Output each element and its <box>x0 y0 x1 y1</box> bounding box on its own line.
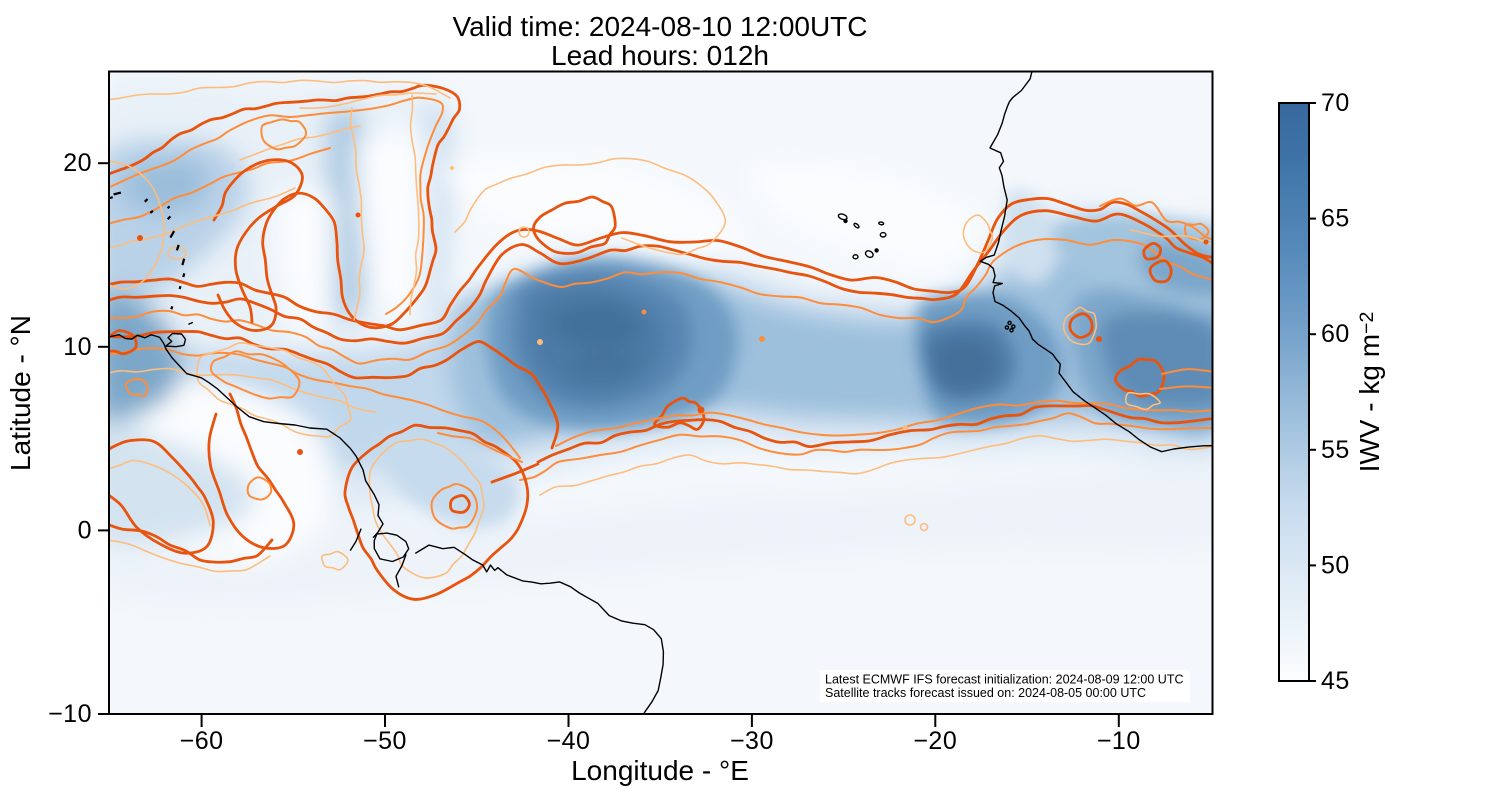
svg-text:−50: −50 <box>363 727 407 755</box>
svg-text:Valid time: 2024-08-10 12:00UT: Valid time: 2024-08-10 12:00UTC <box>452 11 867 42</box>
svg-text:Longitude - °E: Longitude - °E <box>571 755 749 786</box>
svg-text:10: 10 <box>63 333 92 361</box>
svg-text:−10: −10 <box>1097 727 1141 755</box>
svg-text:55: 55 <box>1321 436 1350 464</box>
svg-text:−10: −10 <box>48 700 92 728</box>
svg-text:Latest ECMWF IFS forecast init: Latest ECMWF IFS forecast initialization… <box>825 673 1183 687</box>
svg-text:0: 0 <box>78 516 92 544</box>
svg-text:45: 45 <box>1321 667 1350 695</box>
svg-text:60: 60 <box>1321 320 1350 348</box>
svg-text:70: 70 <box>1321 89 1350 117</box>
svg-text:−30: −30 <box>730 727 774 755</box>
svg-text:20: 20 <box>63 149 92 177</box>
svg-text:−60: −60 <box>180 727 224 755</box>
svg-text:50: 50 <box>1321 551 1350 579</box>
svg-text:Satellite tracks forecast issu: Satellite tracks forecast issued on: 202… <box>825 686 1146 700</box>
svg-text:Lead hours: 012h: Lead hours: 012h <box>551 40 769 71</box>
svg-text:65: 65 <box>1321 205 1350 233</box>
svg-text:IWV - kg m−2: IWV - kg m−2 <box>1354 312 1385 473</box>
svg-text:−40: −40 <box>547 727 591 755</box>
svg-text:−20: −20 <box>913 727 957 755</box>
svg-text:Latitude - °N: Latitude - °N <box>5 315 36 471</box>
